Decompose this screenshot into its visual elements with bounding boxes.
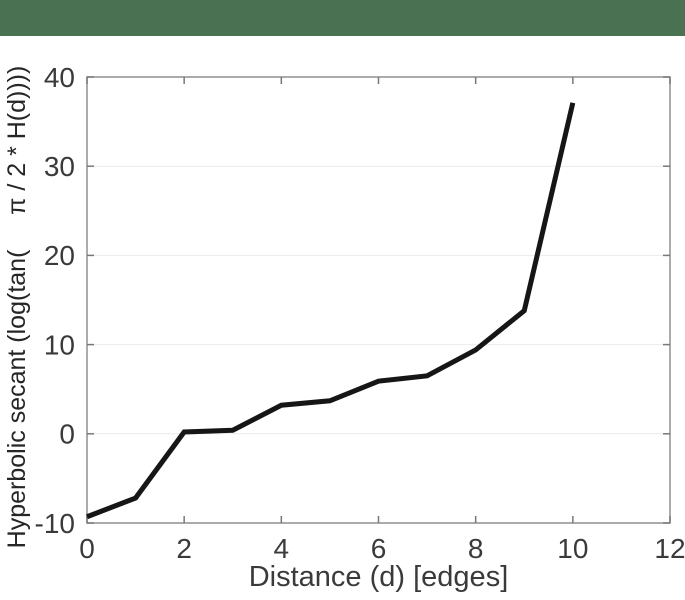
x-tick-label: 4 <box>274 533 290 564</box>
x-tick-label: 12 <box>654 533 685 564</box>
data-line <box>86 102 576 520</box>
y-tick-label: 30 <box>44 151 75 182</box>
gridlines <box>87 165 670 435</box>
y-tick-label: 10 <box>44 329 75 360</box>
y-tick-label: 40 <box>44 62 75 93</box>
y-tick-label: 20 <box>44 240 75 271</box>
axes-box <box>86 76 671 524</box>
x-axis-label: Distance (d) [edges] <box>248 561 509 593</box>
x-tick-label: 2 <box>176 533 192 564</box>
x-tick-label: 10 <box>557 533 588 564</box>
x-tick-label: 0 <box>79 533 95 564</box>
y-tick-label: -10 <box>35 508 75 539</box>
y-tick-label: 0 <box>59 419 75 450</box>
x-tick-label: 6 <box>371 533 387 564</box>
x-tick-label: 8 <box>468 533 484 564</box>
top-banner <box>0 0 685 36</box>
tick-marks <box>86 76 671 524</box>
y-axis-label: Hyperbolic secant (log(tan( π / 2 * H(d)… <box>3 65 31 549</box>
